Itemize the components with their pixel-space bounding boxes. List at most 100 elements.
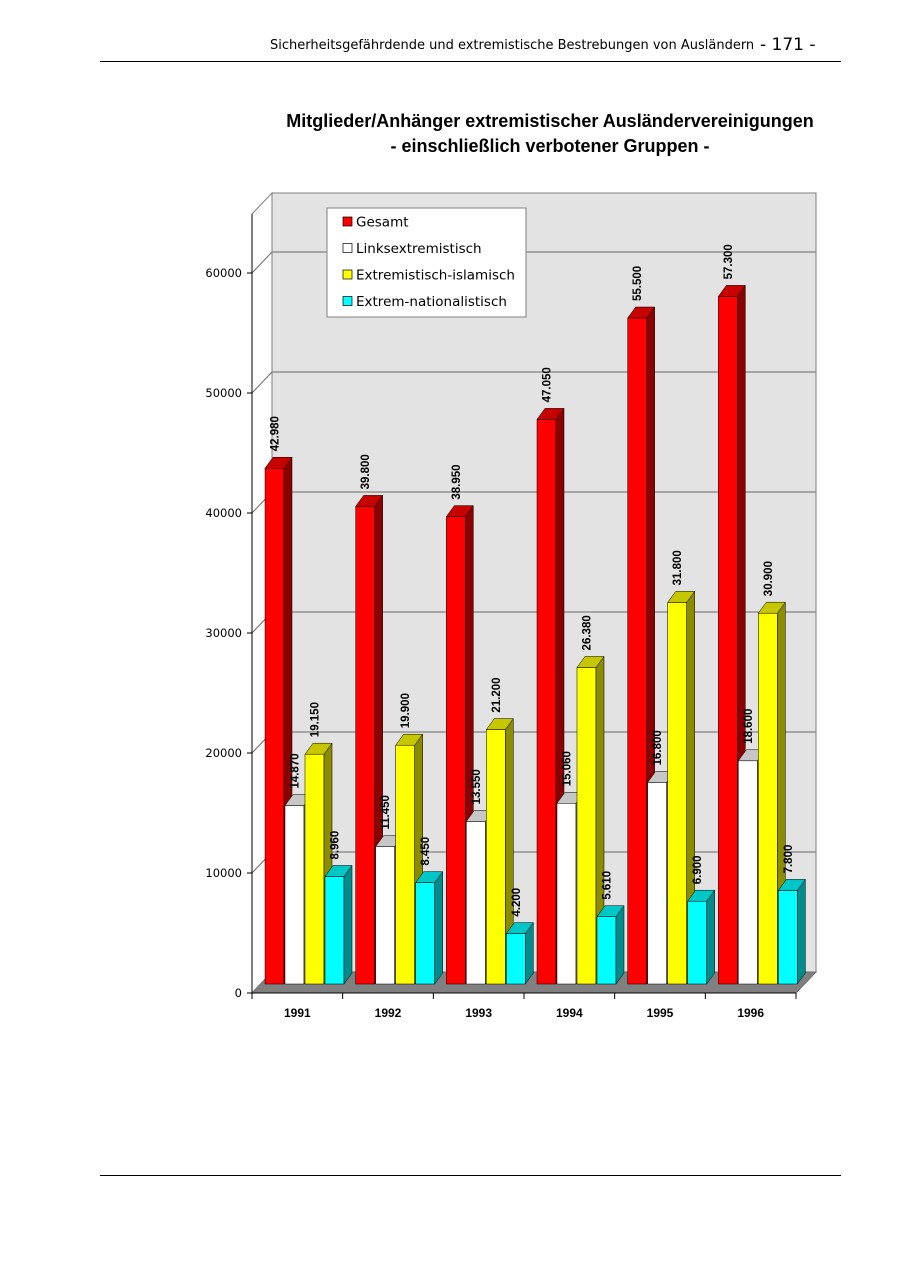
- bar-front: [304, 753, 325, 985]
- x-tick-label: 1994: [556, 1006, 583, 1020]
- y-tick-label: 30000: [205, 626, 242, 640]
- y-tick-label: 60000: [205, 266, 242, 280]
- bar-front: [395, 744, 415, 985]
- data-label: 42.980: [270, 416, 282, 451]
- bar-extrem-nationalistisch-1992: [415, 870, 444, 985]
- bar-front: [375, 846, 395, 985]
- data-label: 11.450: [380, 795, 392, 830]
- data-label: 21.200: [491, 677, 503, 712]
- x-tick-label: 1996: [737, 1006, 764, 1020]
- legend-box: [326, 207, 527, 318]
- data-label: 13.550: [471, 769, 483, 804]
- running-header: Sicherheitsgefährdende und extremistisch…: [270, 38, 755, 53]
- bar-front: [446, 516, 466, 985]
- bar-side: [615, 904, 625, 985]
- legend-swatch-extremistisch-islamisch: [342, 269, 353, 280]
- bar-extrem-nationalistisch-1995: [687, 889, 716, 985]
- legend-swatch-gesamt: [342, 216, 353, 227]
- data-label: 38.950: [451, 464, 463, 499]
- data-label: 47.050: [542, 367, 554, 402]
- bar-front: [627, 317, 647, 985]
- data-label: 39.800: [360, 454, 372, 489]
- bar-top: [355, 495, 384, 507]
- bar-extremistisch-islamisch-1994: [576, 655, 605, 985]
- legend-label: Extremistisch-islamisch: [356, 268, 515, 284]
- data-label: 7.800: [783, 845, 795, 874]
- bar-front: [415, 882, 435, 985]
- bar-side: [706, 889, 715, 985]
- bar-front: [324, 876, 345, 985]
- bar-front: [556, 803, 577, 985]
- bar-top: [627, 306, 656, 319]
- chart-subtitle: - einschließlich verbotener Gruppen -: [390, 136, 710, 156]
- header-rule: [100, 61, 841, 62]
- bar-top: [576, 656, 605, 668]
- bar-front: [536, 419, 557, 985]
- bar-side: [434, 870, 443, 985]
- legend: Gesamt Linksextremistisch Extremistisch-is…: [326, 207, 527, 318]
- bar-top: [505, 922, 534, 934]
- y-tick-label: 50000: [205, 386, 242, 400]
- y-tick-label: 20000: [205, 746, 242, 760]
- bar-front: [264, 467, 285, 985]
- bar-top: [667, 591, 696, 603]
- y-tick-label: 40000: [205, 506, 242, 520]
- bar-extrem-nationalistisch-1993: [505, 921, 534, 985]
- bar-front: [596, 916, 617, 985]
- bar-side: [343, 864, 353, 985]
- data-label: 19.150: [310, 702, 322, 737]
- bar-top: [415, 871, 444, 883]
- data-label: 18.600: [743, 709, 755, 744]
- y-tick-label: 0: [235, 986, 242, 1000]
- bar-front: [738, 760, 758, 985]
- x-tick-label: 1995: [647, 1006, 674, 1020]
- y-tick-label: 10000: [205, 866, 242, 880]
- x-tick-label: 1992: [375, 1006, 402, 1020]
- data-label: 55.500: [632, 266, 644, 301]
- data-label: 8.960: [330, 831, 342, 860]
- data-label: 14.870: [290, 753, 302, 788]
- data-label: 4.200: [511, 888, 523, 917]
- bar-front: [778, 890, 798, 985]
- bar-top: [717, 285, 746, 297]
- bar-top: [485, 718, 514, 730]
- data-label: 5.610: [602, 871, 614, 900]
- bar-top: [596, 905, 625, 917]
- bar-extremistisch-islamisch-1993: [485, 717, 514, 985]
- x-tick-label: 1991: [284, 1006, 311, 1020]
- bar-front: [355, 506, 375, 985]
- bar-extrem-nationalistisch-1996: [777, 878, 806, 985]
- bar-front: [576, 667, 597, 985]
- data-label: 30.900: [763, 561, 775, 596]
- bar-side: [797, 878, 806, 985]
- bar-top: [264, 456, 293, 469]
- footer-rule: [100, 1175, 841, 1176]
- bar-front: [486, 729, 506, 985]
- bar-top: [304, 742, 333, 755]
- data-label: 19.900: [400, 693, 412, 728]
- data-label: 8.450: [420, 837, 432, 866]
- gridline-side: [251, 251, 273, 274]
- bar-extrem-nationalistisch-1991: [324, 864, 353, 985]
- bar-front: [466, 821, 486, 985]
- gridline-side: [251, 371, 273, 394]
- data-label: 16.800: [652, 730, 664, 765]
- data-label: 31.800: [672, 550, 684, 585]
- bar-front: [647, 782, 667, 985]
- bar-front: [506, 933, 526, 985]
- data-label: 15.060: [562, 751, 574, 786]
- bar-front: [284, 805, 305, 985]
- bar-extremistisch-islamisch-1995: [667, 590, 696, 985]
- bar-top: [536, 408, 565, 420]
- bar-top: [757, 601, 786, 614]
- legend-label: Gesamt: [356, 215, 409, 231]
- data-label: 26.380: [582, 615, 594, 650]
- bar-top: [395, 733, 424, 746]
- page-number: - 171 -: [760, 35, 816, 55]
- legend-label: Extrem-nationalistisch: [356, 294, 507, 310]
- bar-front: [667, 602, 687, 985]
- data-label: 57.300: [723, 244, 735, 279]
- bar-top: [445, 505, 474, 517]
- bar-front: [718, 296, 738, 985]
- bar-extrem-nationalistisch-1994: [596, 904, 625, 985]
